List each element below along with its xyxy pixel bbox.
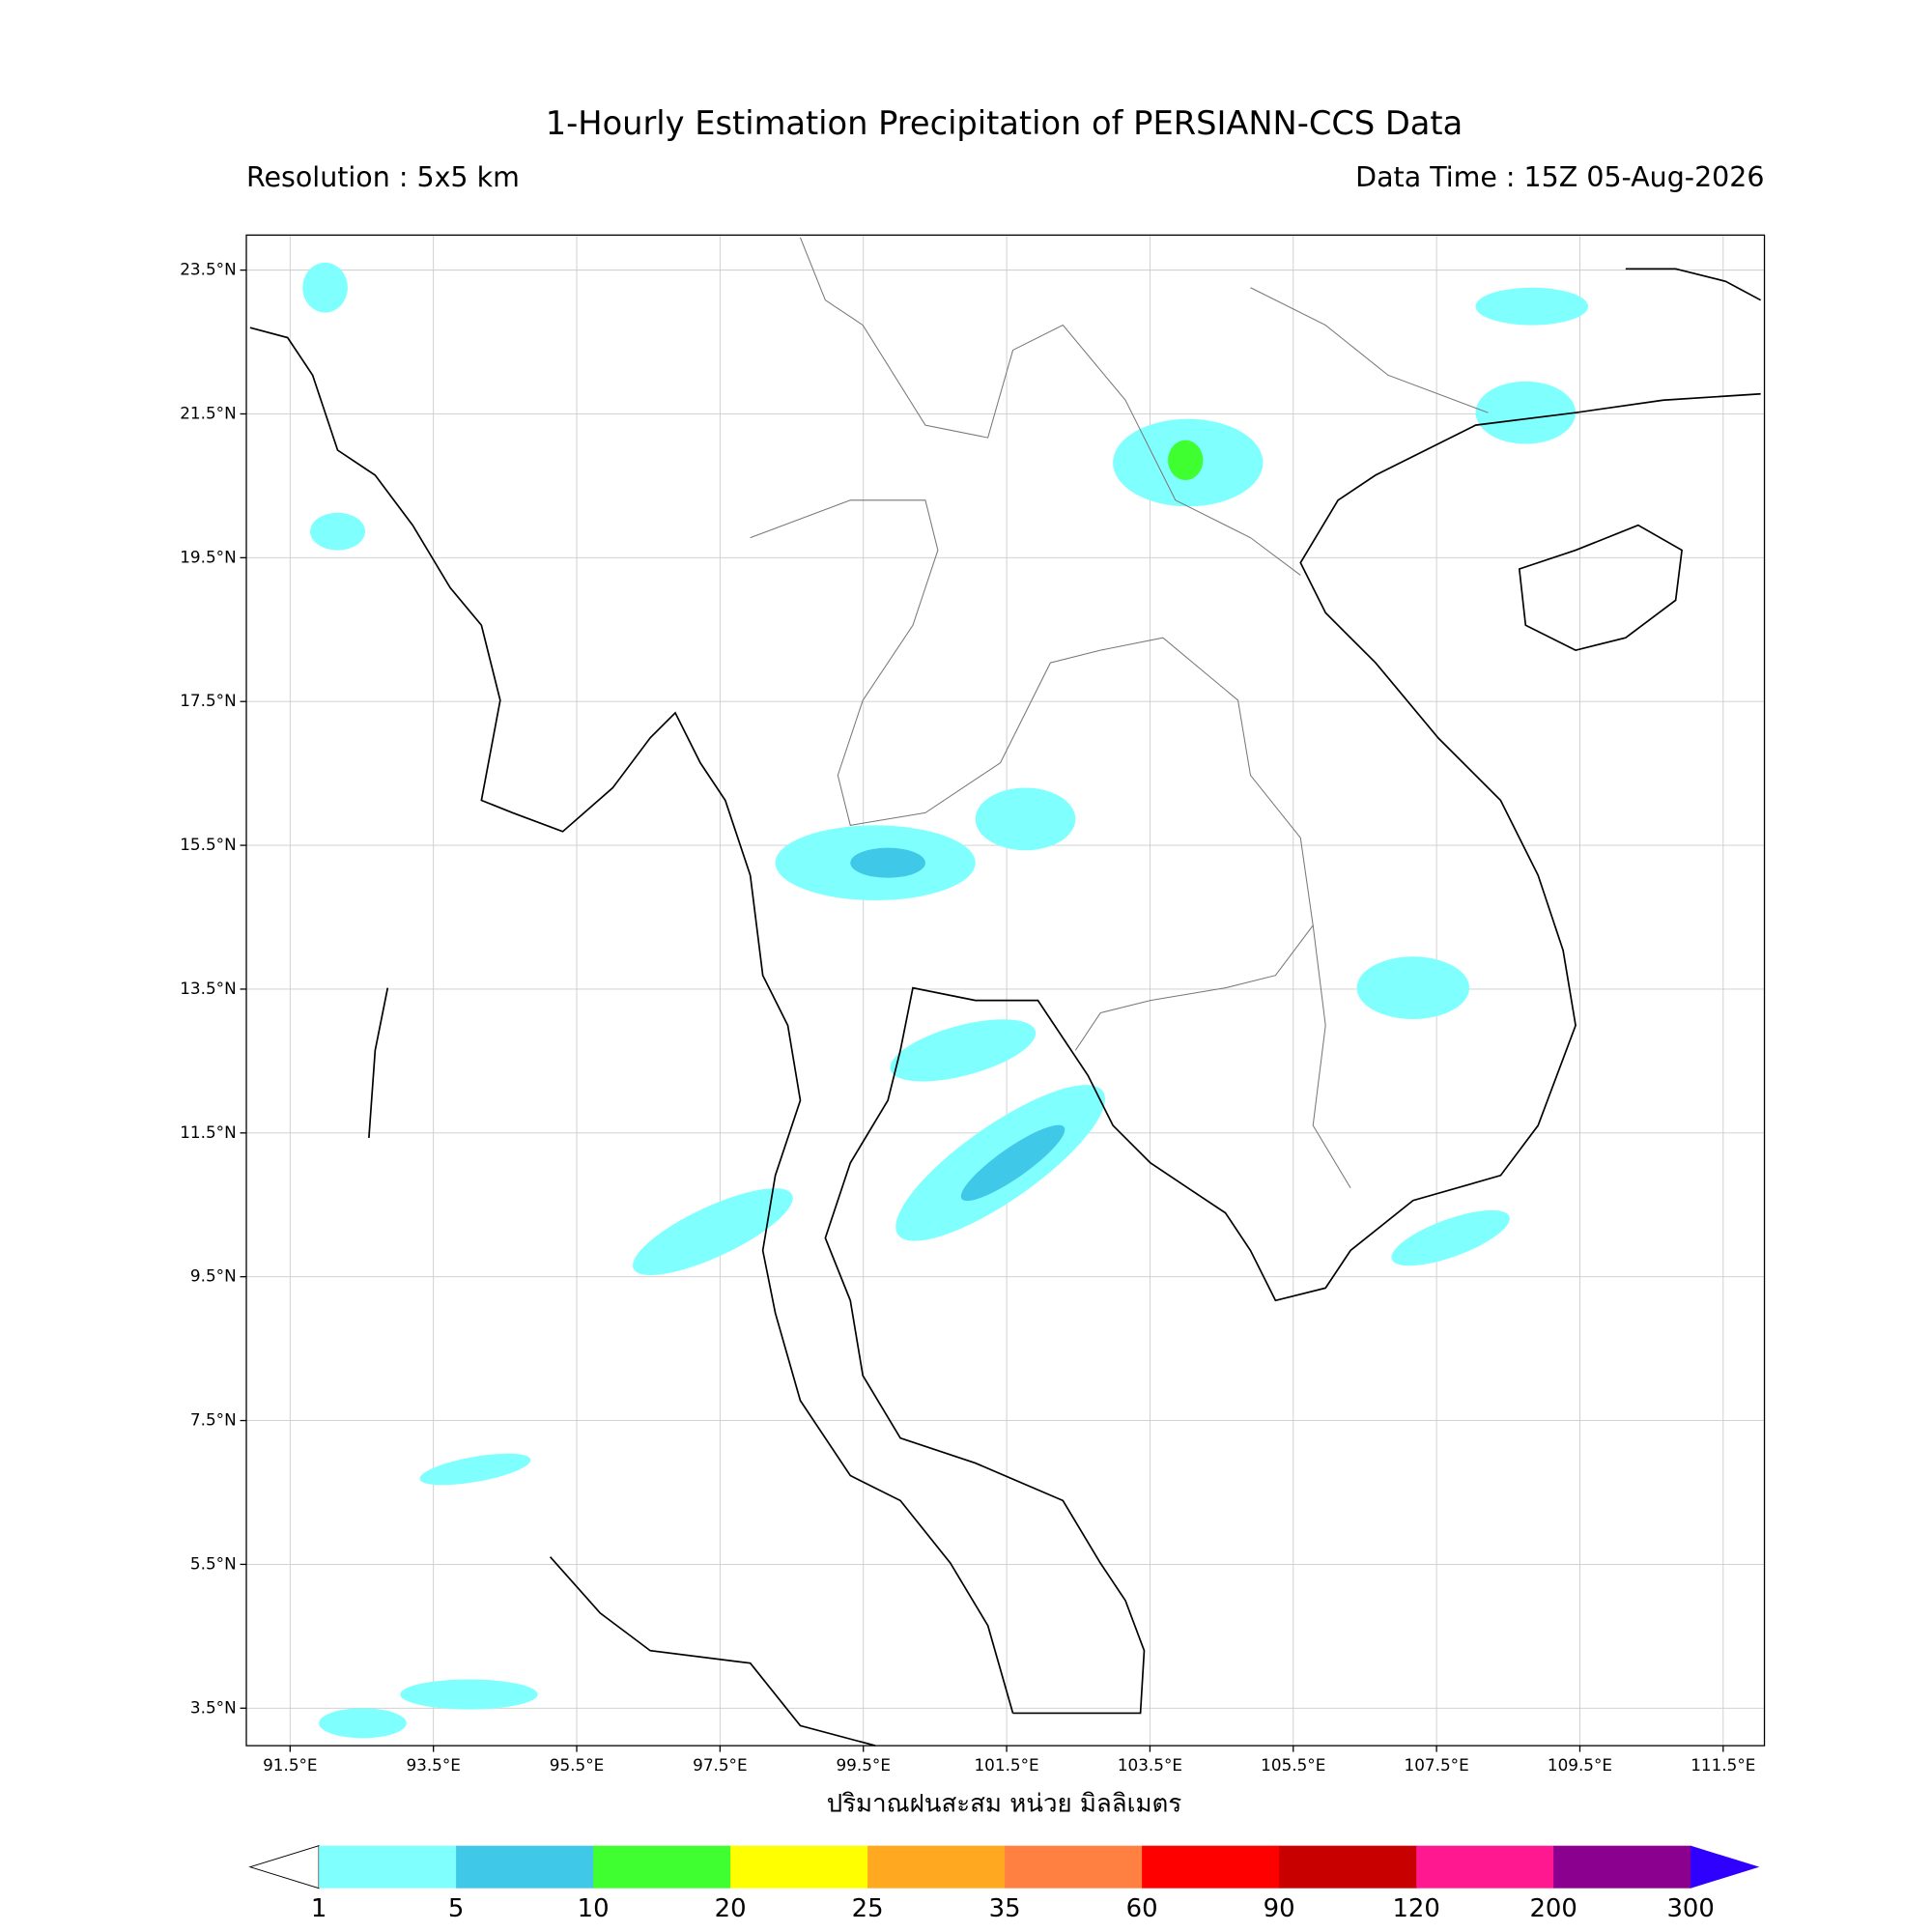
rain-area xyxy=(310,512,365,551)
colorbar-box xyxy=(730,1845,868,1889)
border xyxy=(750,499,1314,1051)
colorbar-box xyxy=(867,1845,1006,1889)
colorbar-box xyxy=(456,1845,594,1889)
lat-tick-label: 23.5°N xyxy=(180,260,236,279)
colorbar-box xyxy=(1142,1845,1280,1889)
rain-area xyxy=(302,262,348,313)
coastline xyxy=(249,327,1014,1714)
lon-tick-label: 97.5°E xyxy=(693,1755,747,1775)
colorbar-label: 5 xyxy=(448,1894,464,1923)
colorbar-box xyxy=(319,1845,457,1889)
coastline xyxy=(549,1556,876,1747)
rain-area xyxy=(400,1679,538,1710)
lon-tick-label: 101.5°E xyxy=(974,1755,1038,1775)
coastline xyxy=(1625,268,1762,301)
colorbar-label: 90 xyxy=(1264,1894,1295,1923)
rain-area xyxy=(890,1019,1037,1082)
colorbar-box xyxy=(1279,1845,1417,1889)
lat-tick-label: 9.5°N xyxy=(190,1266,237,1286)
colorbar-label: 200 xyxy=(1529,1894,1577,1923)
colorbar-box xyxy=(1416,1845,1554,1889)
x-axis-label: ปริมาณฝนสะสม หน่วย มิลลิเมตร xyxy=(827,1789,1182,1818)
rain-area xyxy=(419,1453,531,1486)
colorbar-label: 35 xyxy=(989,1894,1021,1923)
lon-tick-label: 95.5°E xyxy=(550,1755,604,1775)
lon-tick-label: 103.5°E xyxy=(1118,1755,1182,1775)
colorbar-extend-high xyxy=(1690,1845,1760,1889)
lat-tick-label: 17.5°N xyxy=(180,691,236,710)
lon-tick-label: 99.5°E xyxy=(836,1755,890,1775)
colorbar-label: 120 xyxy=(1392,1894,1439,1923)
lon-tick-label: 111.5°E xyxy=(1690,1755,1755,1775)
rain-area xyxy=(850,847,925,878)
rain-area xyxy=(960,1124,1065,1202)
colorbar-box xyxy=(593,1845,731,1889)
rain-area xyxy=(975,787,1076,851)
title: 1-Hourly Estimation Precipitation of PER… xyxy=(546,104,1463,142)
lat-tick-label: 13.5°N xyxy=(180,979,236,998)
rain-area xyxy=(633,1188,793,1275)
colorbar-label: 20 xyxy=(715,1894,747,1923)
rain-area xyxy=(1475,381,1577,444)
lat-tick-label: 7.5°N xyxy=(190,1410,237,1430)
border xyxy=(799,237,1489,1189)
lat-tick-label: 11.5°N xyxy=(180,1122,236,1142)
map-frame xyxy=(245,234,1766,1747)
colorbar: 1 5 10 20 25 35 60 90 120 200 300 xyxy=(248,1844,1760,1923)
coastline xyxy=(824,392,1761,1715)
resolution: Resolution : 5x5 km xyxy=(246,161,520,193)
rain-area xyxy=(1356,956,1470,1020)
lon-tick-label: 93.5°E xyxy=(406,1755,460,1775)
coastlines xyxy=(249,268,1762,1747)
colorbar-label: 60 xyxy=(1126,1894,1158,1923)
borders xyxy=(750,237,1489,1189)
rain-area xyxy=(319,1708,407,1739)
lat-tick-label: 5.5°N xyxy=(190,1553,237,1573)
data-time: Data Time : 15Z 05-Aug-2026 xyxy=(1355,161,1764,193)
lat-tick-label: 19.5°N xyxy=(180,547,236,566)
lon-tick-label: 107.5°E xyxy=(1405,1755,1469,1775)
colorbar-label: 1 xyxy=(311,1894,327,1923)
colorbar-label: 25 xyxy=(852,1894,884,1923)
rain-areas xyxy=(302,262,1589,1739)
colorbar-extend-low xyxy=(248,1844,320,1889)
lon-tick-label: 109.5°E xyxy=(1548,1755,1612,1775)
lon-tick-label: 91.5°E xyxy=(263,1755,317,1775)
rain-area xyxy=(1168,440,1204,481)
rain-area xyxy=(1391,1209,1510,1266)
grid xyxy=(240,235,1765,1752)
colorbar-label: 300 xyxy=(1666,1894,1714,1923)
colorbar-box xyxy=(1553,1845,1691,1889)
island xyxy=(1518,524,1684,652)
lat-tick-label: 15.5°N xyxy=(180,835,236,854)
colorbar-label: 10 xyxy=(578,1894,610,1923)
lat-tick-label: 3.5°N xyxy=(190,1697,237,1717)
island xyxy=(368,987,389,1139)
lon-tick-label: 105.5°E xyxy=(1261,1755,1325,1775)
lat-tick-label: 21.5°N xyxy=(180,403,236,422)
colorbar-box xyxy=(1005,1845,1143,1889)
rain-area xyxy=(1475,287,1589,326)
